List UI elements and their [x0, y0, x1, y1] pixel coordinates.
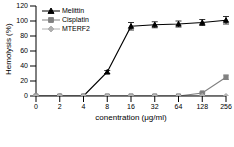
svg-text:128: 128	[196, 103, 208, 110]
svg-text:2: 2	[58, 103, 62, 110]
svg-text:40: 40	[20, 62, 28, 69]
svg-text:64: 64	[175, 103, 183, 110]
svg-text:20: 20	[20, 77, 28, 84]
svg-text:Hemolysis (%): Hemolysis (%)	[8, 23, 13, 75]
html-text:Cisplatin: Cisplatin	[62, 16, 89, 23]
svg-text:100: 100	[16, 17, 28, 24]
svg-text:0: 0	[34, 103, 38, 110]
svg-text:8: 8	[105, 103, 109, 110]
html-text:MTERF2: MTERF2	[62, 25, 90, 32]
svg-text:0: 0	[24, 92, 28, 99]
svg-text:conentration (μg/ml): conentration (μg/ml)	[95, 113, 167, 122]
svg-text:256: 256	[220, 103, 226, 110]
svg-text:16: 16	[127, 103, 135, 110]
svg-text:120: 120	[16, 2, 28, 9]
svg-text:32: 32	[151, 103, 159, 110]
svg-text:80: 80	[20, 32, 28, 39]
html-text:Melittin: Melittin	[62, 7, 85, 14]
svg-text:4: 4	[82, 103, 86, 110]
svg-text:60: 60	[20, 47, 28, 54]
